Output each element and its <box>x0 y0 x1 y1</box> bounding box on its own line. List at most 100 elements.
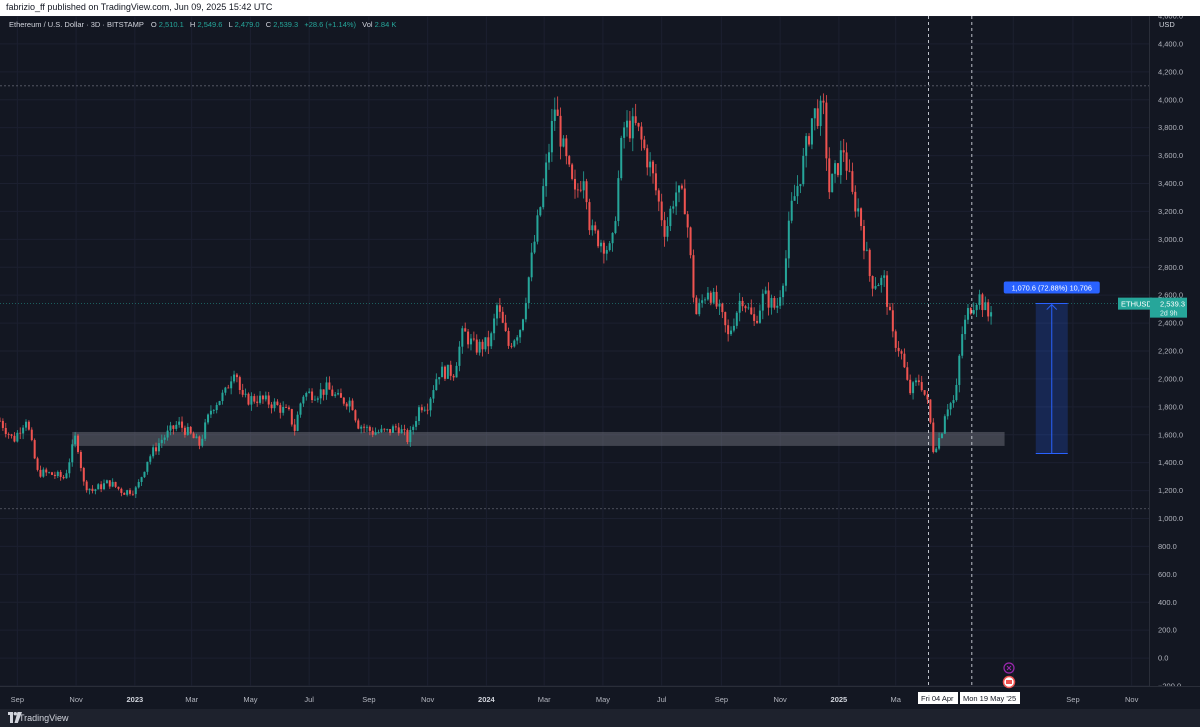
price-range-measure[interactable]: 1,070.6 (72.88%) 10,706 <box>1003 281 1100 454</box>
candle-body-up <box>209 410 212 415</box>
grid-lines <box>0 16 1150 687</box>
price-chart[interactable]: 1,070.6 (72.88%) 10,706 −200.00.0200.040… <box>0 16 1200 709</box>
dividend-event-icon[interactable] <box>1003 662 1015 674</box>
candle-body-up <box>244 393 247 395</box>
time-tick-label: Sep <box>1066 695 1079 704</box>
candle-body-down <box>709 292 712 303</box>
candle-body-up <box>308 391 311 394</box>
candle-body-down <box>45 469 48 473</box>
candle-body-up <box>649 161 652 168</box>
candle-body-up <box>469 338 472 345</box>
candle-body-down <box>1 420 4 428</box>
candle-body-up <box>761 293 764 311</box>
price-tick-label: 3,600.0 <box>1158 151 1183 160</box>
candle-body-down <box>261 395 264 400</box>
candle-body-down <box>276 401 279 406</box>
candle-body-down <box>420 407 423 411</box>
candle-body-down <box>394 426 397 428</box>
candle-body-up <box>204 422 207 439</box>
candle-body-up <box>539 207 542 216</box>
price-tick-label: 3,800.0 <box>1158 123 1183 132</box>
candle-body-down <box>77 435 80 452</box>
candle-body-up <box>782 285 785 298</box>
candle-body-up <box>163 437 166 440</box>
candle-body-up <box>718 303 721 307</box>
last-price-bg <box>1150 297 1187 318</box>
time-axis[interactable] <box>0 686 1200 709</box>
candle-body-down <box>903 353 906 368</box>
candle-body-down <box>917 380 920 383</box>
price-tick-label: 2,600.0 <box>1158 291 1183 300</box>
candle-body-up <box>484 337 487 350</box>
candle-body-up <box>409 429 412 443</box>
candle-body-up <box>779 297 782 306</box>
candle-body-up <box>111 481 114 487</box>
candle-body-down <box>724 312 727 326</box>
candle-body-up <box>819 100 822 127</box>
candle-body-down <box>585 181 588 203</box>
legend-vol-label: Vol <box>362 20 373 29</box>
candle-body-up <box>747 307 750 309</box>
candle-body-up <box>735 312 738 326</box>
candle-body-up <box>738 300 741 313</box>
candle-body-down <box>467 331 470 345</box>
candle-body-down <box>756 320 759 323</box>
candle-body-up <box>712 291 715 303</box>
time-tick-label: Jul <box>657 695 667 704</box>
candle-body-up <box>94 489 97 491</box>
candle-body-down <box>472 338 475 340</box>
legend-change: +28.6 (+1.14%) <box>304 20 356 29</box>
candle-body-down <box>571 164 574 179</box>
candle-body-down <box>4 427 7 434</box>
candle-body-down <box>339 393 342 398</box>
event-icons[interactable] <box>1002 662 1016 689</box>
candle-body-down <box>155 447 158 452</box>
time-tick-label: May <box>596 695 610 704</box>
candle-body-up <box>461 328 464 347</box>
candle-body-up <box>935 448 938 453</box>
last-price-countdown: 2d 9h <box>1160 311 1178 318</box>
candle-body-down <box>120 488 123 493</box>
candle-body-up <box>224 387 227 393</box>
event-cross-icon <box>1006 665 1012 671</box>
candle-body-up <box>704 299 707 301</box>
candle-body-down <box>475 339 478 353</box>
time-tick-label: May <box>243 695 257 704</box>
candle-body-down <box>108 480 111 487</box>
tradingview-logo-icon <box>8 712 22 723</box>
candle-body-up <box>984 302 987 311</box>
candle-body-down <box>689 227 692 256</box>
candle-body-down <box>573 178 577 190</box>
price-scale[interactable]: −200.00.0200.0400.0600.0800.01,000.01,20… <box>1158 16 1183 691</box>
price-scale-background[interactable] <box>1150 16 1200 686</box>
footer-bar: TradingView <box>0 709 1200 727</box>
candle-body-down <box>862 225 865 251</box>
last-price-symbol-bg <box>1118 297 1152 310</box>
candle-body-up <box>432 390 435 399</box>
price-tick-label: 2,400.0 <box>1158 319 1183 328</box>
candle-body-down <box>808 136 811 145</box>
candle-body-down <box>181 421 184 428</box>
candle-body-up <box>802 155 805 185</box>
candle-body-down <box>773 298 776 308</box>
currency-label[interactable]: USD <box>1159 20 1175 29</box>
candle-body-up <box>233 374 236 382</box>
candle-body-up <box>441 366 444 378</box>
candle-body-down <box>285 407 288 408</box>
candle-body-down <box>10 434 13 436</box>
candle-body-up <box>527 277 530 303</box>
candle-body-down <box>397 427 400 434</box>
candle-body-down <box>559 115 562 147</box>
price-tick-label: 400.0 <box>1158 598 1177 607</box>
candle-body-down <box>507 331 510 346</box>
candle-body-up <box>438 377 441 380</box>
event-flag-icon <box>1006 680 1012 684</box>
candle-body-up <box>553 109 556 121</box>
candle-body-down <box>227 387 230 389</box>
candle-body-up <box>831 173 834 193</box>
time-marker-2-bg <box>960 692 1020 704</box>
candle-body-up <box>732 325 735 331</box>
price-tick-label: 4,000.0 <box>1158 95 1183 104</box>
candle-body-down <box>510 345 513 347</box>
candle-body-down <box>680 185 683 189</box>
